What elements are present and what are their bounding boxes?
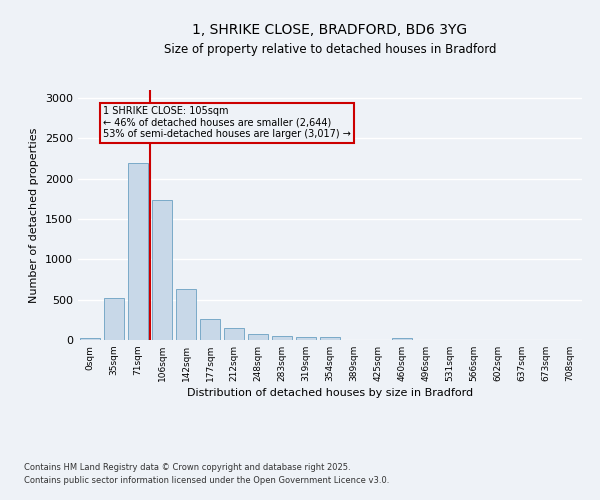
Text: Size of property relative to detached houses in Bradford: Size of property relative to detached ho… — [164, 42, 496, 56]
Bar — [128, 162, 148, 340]
Bar — [296, 337, 316, 340]
Bar — [104, 298, 124, 340]
Bar — [176, 289, 196, 340]
Bar — [272, 336, 292, 340]
Y-axis label: Number of detached properties: Number of detached properties — [29, 128, 40, 302]
Text: 1, SHRIKE CLOSE, BRADFORD, BD6 3YG: 1, SHRIKE CLOSE, BRADFORD, BD6 3YG — [193, 22, 467, 36]
Bar — [248, 334, 268, 340]
Bar — [200, 319, 220, 340]
Bar — [80, 338, 100, 340]
Text: Contains public sector information licensed under the Open Government Licence v3: Contains public sector information licen… — [24, 476, 389, 485]
X-axis label: Distribution of detached houses by size in Bradford: Distribution of detached houses by size … — [187, 388, 473, 398]
Text: Contains HM Land Registry data © Crown copyright and database right 2025.: Contains HM Land Registry data © Crown c… — [24, 464, 350, 472]
Bar — [224, 328, 244, 340]
Bar — [152, 200, 172, 340]
Bar — [320, 337, 340, 340]
Text: 1 SHRIKE CLOSE: 105sqm
← 46% of detached houses are smaller (2,644)
53% of semi-: 1 SHRIKE CLOSE: 105sqm ← 46% of detached… — [103, 106, 351, 140]
Bar — [392, 338, 412, 340]
